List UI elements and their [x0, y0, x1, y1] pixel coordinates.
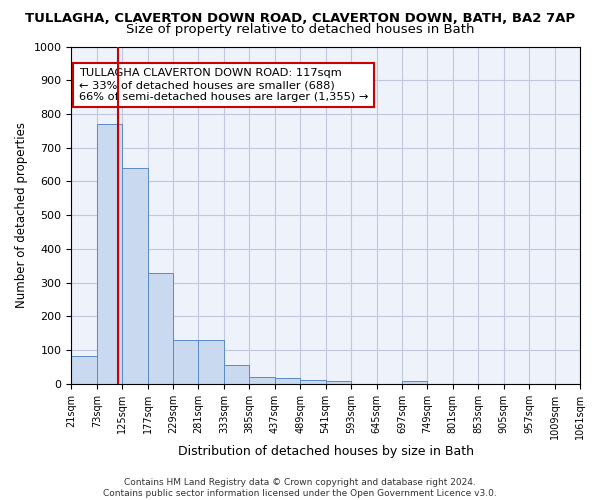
Bar: [402, 380, 427, 384]
Bar: [148, 272, 173, 384]
Bar: [250, 376, 275, 384]
X-axis label: Distribution of detached houses by size in Bath: Distribution of detached houses by size …: [178, 444, 473, 458]
Bar: [199, 340, 224, 384]
Text: Size of property relative to detached houses in Bath: Size of property relative to detached ho…: [126, 22, 474, 36]
Text: TULLAGHA CLAVERTON DOWN ROAD: 117sqm
← 33% of detached houses are smaller (688)
: TULLAGHA CLAVERTON DOWN ROAD: 117sqm ← 3…: [79, 68, 368, 102]
Bar: [275, 378, 300, 384]
Bar: [173, 340, 199, 384]
Bar: [224, 364, 250, 384]
Bar: [71, 356, 97, 384]
Text: Contains HM Land Registry data © Crown copyright and database right 2024.
Contai: Contains HM Land Registry data © Crown c…: [103, 478, 497, 498]
Bar: [300, 380, 326, 384]
Bar: [326, 382, 351, 384]
Bar: [97, 124, 122, 384]
Y-axis label: Number of detached properties: Number of detached properties: [15, 122, 28, 308]
Bar: [122, 168, 148, 384]
Text: TULLAGHA, CLAVERTON DOWN ROAD, CLAVERTON DOWN, BATH, BA2 7AP: TULLAGHA, CLAVERTON DOWN ROAD, CLAVERTON…: [25, 12, 575, 24]
